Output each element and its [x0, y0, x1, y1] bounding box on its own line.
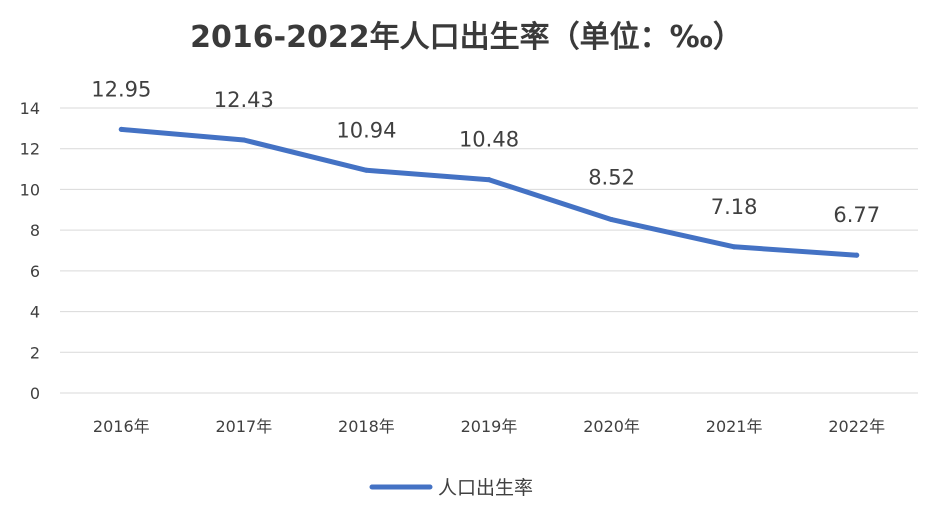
data-label: 10.48 [459, 128, 519, 152]
data-label: 12.95 [91, 77, 151, 101]
x-tick-label: 2021年 [706, 417, 763, 436]
y-axis: 0 2 4 6 8 10 12 14 [20, 99, 40, 403]
legend-label: 人口出生率 [438, 477, 533, 499]
data-label: 12.43 [214, 88, 274, 112]
data-point [363, 167, 369, 173]
data-point [609, 217, 615, 223]
x-tick-label: 2022年 [828, 417, 885, 436]
y-tick-label: 8 [30, 221, 40, 240]
y-tick-label: 10 [20, 180, 40, 199]
series-layer [118, 126, 860, 258]
y-tick-label: 6 [30, 262, 40, 281]
data-label: 8.52 [588, 166, 635, 190]
data-label: 7.18 [711, 195, 758, 219]
x-tick-label: 2016年 [93, 417, 150, 436]
y-tick-label: 4 [30, 303, 40, 322]
data-label: 10.94 [336, 118, 396, 142]
x-tick-label: 2017年 [215, 417, 272, 436]
x-tick-label: 2020年 [583, 417, 640, 436]
y-tick-label: 12 [20, 140, 40, 159]
data-point [854, 252, 860, 258]
data-label: 6.77 [833, 203, 880, 227]
data-point [118, 126, 124, 132]
legend: 人口出生率 [369, 477, 533, 499]
y-tick-label: 14 [20, 99, 40, 118]
chart-title: 2016-2022年人口出生率（单位：‰） [190, 20, 743, 55]
y-tick-label: 2 [30, 343, 40, 362]
x-tick-label: 2018年 [338, 417, 395, 436]
gridlines [60, 107, 918, 394]
x-tick-label: 2019年 [461, 417, 518, 436]
x-axis: 2016年 2017年 2018年 2019年 2020年 2021年 2022年 [93, 417, 885, 436]
y-tick-label: 0 [30, 384, 40, 403]
data-labels: 12.95 12.43 10.94 10.48 8.52 7.18 6.77 [91, 77, 880, 227]
data-point [241, 137, 247, 143]
data-point [731, 244, 737, 250]
data-point [486, 177, 492, 183]
